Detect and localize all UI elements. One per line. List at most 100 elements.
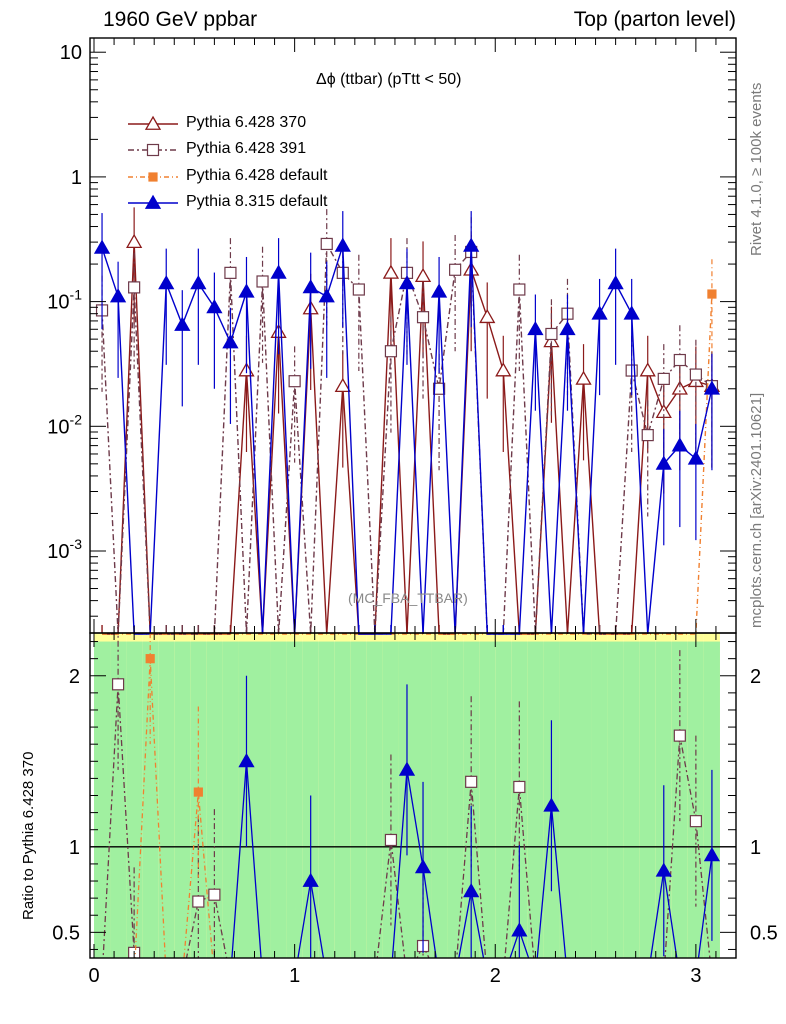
data-point	[128, 281, 141, 294]
legend-label-p8: Pythia 8.315 default	[186, 193, 328, 210]
data-point	[174, 316, 191, 331]
legend-marker	[146, 143, 160, 157]
header-right: Top (parton level)	[573, 8, 736, 31]
data-point	[190, 275, 207, 290]
ratio-band-green	[575, 641, 592, 958]
data-point	[318, 288, 335, 303]
legend-marker	[144, 194, 162, 209]
ratio-band-green	[318, 641, 335, 958]
ratio-band-green	[126, 641, 143, 958]
data-point	[109, 288, 127, 303]
data-point	[545, 327, 558, 341]
ratio-band-green	[431, 641, 448, 958]
ratio-band-green	[559, 641, 576, 958]
data-point	[707, 289, 717, 299]
ratio-band-green	[623, 641, 640, 958]
ratio-point	[384, 833, 398, 847]
data-point	[463, 237, 480, 252]
data-point	[655, 455, 672, 470]
x-tick-label: 1	[289, 965, 300, 987]
data-point	[320, 237, 333, 251]
x-axis-ticks: 0 1 2 3	[88, 38, 717, 987]
legend-label-p370: Pythia 6.428 370	[186, 114, 307, 131]
ratio-band-green	[206, 641, 223, 958]
ratio-band-green	[639, 641, 656, 958]
data-point	[703, 380, 721, 395]
x-tick-label: 3	[690, 965, 701, 987]
ratio-point	[703, 847, 721, 862]
data-point	[432, 382, 446, 395]
ratio-band-green	[479, 641, 496, 958]
data-point	[687, 450, 704, 465]
ratio-y-tick-label-left: 0.5	[52, 922, 80, 944]
data-point	[270, 264, 287, 279]
data-point	[513, 283, 526, 296]
data-point	[384, 345, 398, 358]
series-line	[102, 294, 713, 635]
data-point	[414, 267, 432, 283]
data-point	[334, 377, 351, 393]
ratio-band-green	[591, 641, 608, 958]
y-tick-label: 10-3	[47, 536, 82, 563]
y-tick-label: 10	[60, 42, 82, 64]
data-point	[591, 305, 608, 320]
legend	[128, 115, 178, 209]
data-point	[302, 279, 319, 294]
ratio-point	[398, 761, 416, 776]
ratio-bands	[94, 633, 720, 958]
data-point	[623, 305, 640, 320]
legend-label-p391: Pythia 6.428 391	[186, 140, 307, 157]
data-point	[93, 239, 111, 254]
data-point	[158, 275, 175, 290]
ratio-point	[192, 895, 205, 908]
ratio-y-tick-label-right: 0.5	[750, 922, 778, 944]
data-point	[206, 299, 223, 314]
ratio-band-green	[270, 641, 287, 958]
data-point	[479, 308, 496, 324]
ratio-band-green	[366, 641, 383, 958]
series-3	[93, 211, 721, 635]
ratio-band-green	[671, 641, 688, 958]
data-point	[673, 353, 686, 367]
ratio-y-tick-label-right: 1	[750, 837, 761, 859]
data-point	[256, 275, 269, 288]
data-point	[527, 320, 544, 336]
ratio-point	[465, 775, 478, 788]
legend-marker	[144, 115, 162, 130]
mcplots-credit-label: mcplots.cern.ch [arXiv:2401.10621]	[748, 392, 765, 628]
main-series-group	[93, 207, 721, 635]
data-point	[657, 372, 670, 385]
ratio-band-green	[110, 641, 127, 958]
ratio-band-green	[222, 641, 239, 958]
main-y-axis-ticks: 10-3 10-2 10-1 1 10	[47, 42, 736, 617]
ratio-point	[414, 859, 432, 874]
ratio-band-green	[495, 641, 512, 958]
data-point	[352, 283, 365, 296]
ratio-line	[134, 658, 214, 958]
data-point	[559, 320, 576, 336]
y-tick-label: 1	[71, 167, 82, 189]
data-point	[689, 368, 702, 381]
data-point	[398, 275, 416, 290]
ratio-point	[513, 780, 526, 794]
legend-marker	[148, 172, 158, 182]
data-point	[671, 437, 688, 452]
ratio-band-green	[174, 641, 191, 958]
analysis-watermark: (MC_FBA_TTBAR)	[348, 590, 468, 606]
ratio-band-green	[286, 641, 303, 958]
ratio-band-green	[94, 641, 111, 958]
data-point	[224, 266, 237, 279]
ratio-y-axis-ticks: 0.5 0.5 1 1 2 2	[52, 641, 778, 950]
ratio-band-green	[447, 641, 464, 958]
ratio-series-2	[231, 675, 721, 958]
x-tick-label: 2	[490, 965, 501, 987]
ratio-y-tick-label-left: 1	[69, 837, 80, 859]
ratio-band-green	[158, 641, 175, 958]
ratio-series-group	[102, 633, 721, 958]
data-point	[222, 334, 239, 349]
data-point	[671, 380, 688, 395]
data-point	[641, 429, 654, 442]
ratio-band-green	[190, 641, 207, 958]
ratio-point	[238, 752, 255, 768]
